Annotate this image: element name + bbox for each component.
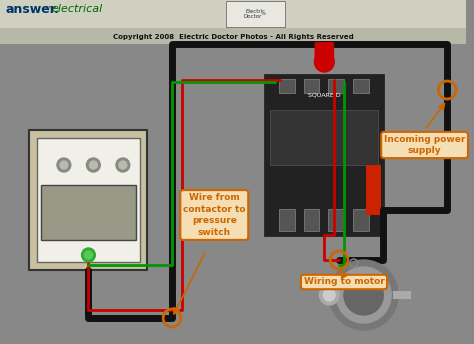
Circle shape [323, 289, 335, 301]
Circle shape [315, 52, 334, 72]
FancyBboxPatch shape [304, 79, 319, 93]
Circle shape [57, 158, 71, 172]
FancyBboxPatch shape [393, 291, 411, 299]
Text: ™: ™ [45, 4, 54, 13]
Circle shape [116, 158, 130, 172]
Circle shape [84, 251, 92, 259]
Text: Wiring to motor: Wiring to motor [304, 278, 384, 287]
Circle shape [82, 248, 95, 262]
Circle shape [60, 161, 68, 169]
Circle shape [86, 158, 100, 172]
FancyBboxPatch shape [315, 42, 334, 66]
FancyBboxPatch shape [279, 79, 295, 93]
Circle shape [90, 161, 97, 169]
FancyBboxPatch shape [353, 209, 369, 231]
Text: Copyright 2008  Electric Doctor Photos - All Rights Reserved: Copyright 2008 Electric Doctor Photos - … [112, 34, 353, 40]
Circle shape [344, 275, 383, 315]
FancyBboxPatch shape [0, 0, 466, 28]
FancyBboxPatch shape [265, 75, 383, 235]
FancyBboxPatch shape [0, 28, 466, 44]
Text: electrical: electrical [51, 4, 102, 14]
Text: Wire from
contactor to
pressure
switch: Wire from contactor to pressure switch [183, 193, 246, 237]
FancyBboxPatch shape [270, 110, 378, 165]
Circle shape [336, 267, 391, 323]
Text: Electric
Doctor™: Electric Doctor™ [244, 9, 267, 19]
FancyBboxPatch shape [328, 79, 344, 93]
Circle shape [329, 260, 398, 330]
Text: SQUARE D: SQUARE D [308, 93, 341, 97]
FancyBboxPatch shape [37, 138, 139, 262]
FancyBboxPatch shape [365, 165, 382, 215]
FancyBboxPatch shape [226, 1, 285, 27]
Text: Incoming power
supply: Incoming power supply [384, 135, 465, 155]
FancyBboxPatch shape [353, 79, 369, 93]
Circle shape [319, 285, 339, 305]
FancyBboxPatch shape [328, 209, 344, 231]
FancyBboxPatch shape [304, 209, 319, 231]
Text: answer.: answer. [6, 2, 60, 15]
FancyBboxPatch shape [41, 185, 136, 240]
FancyBboxPatch shape [279, 209, 295, 231]
FancyBboxPatch shape [29, 130, 147, 270]
Circle shape [119, 161, 127, 169]
